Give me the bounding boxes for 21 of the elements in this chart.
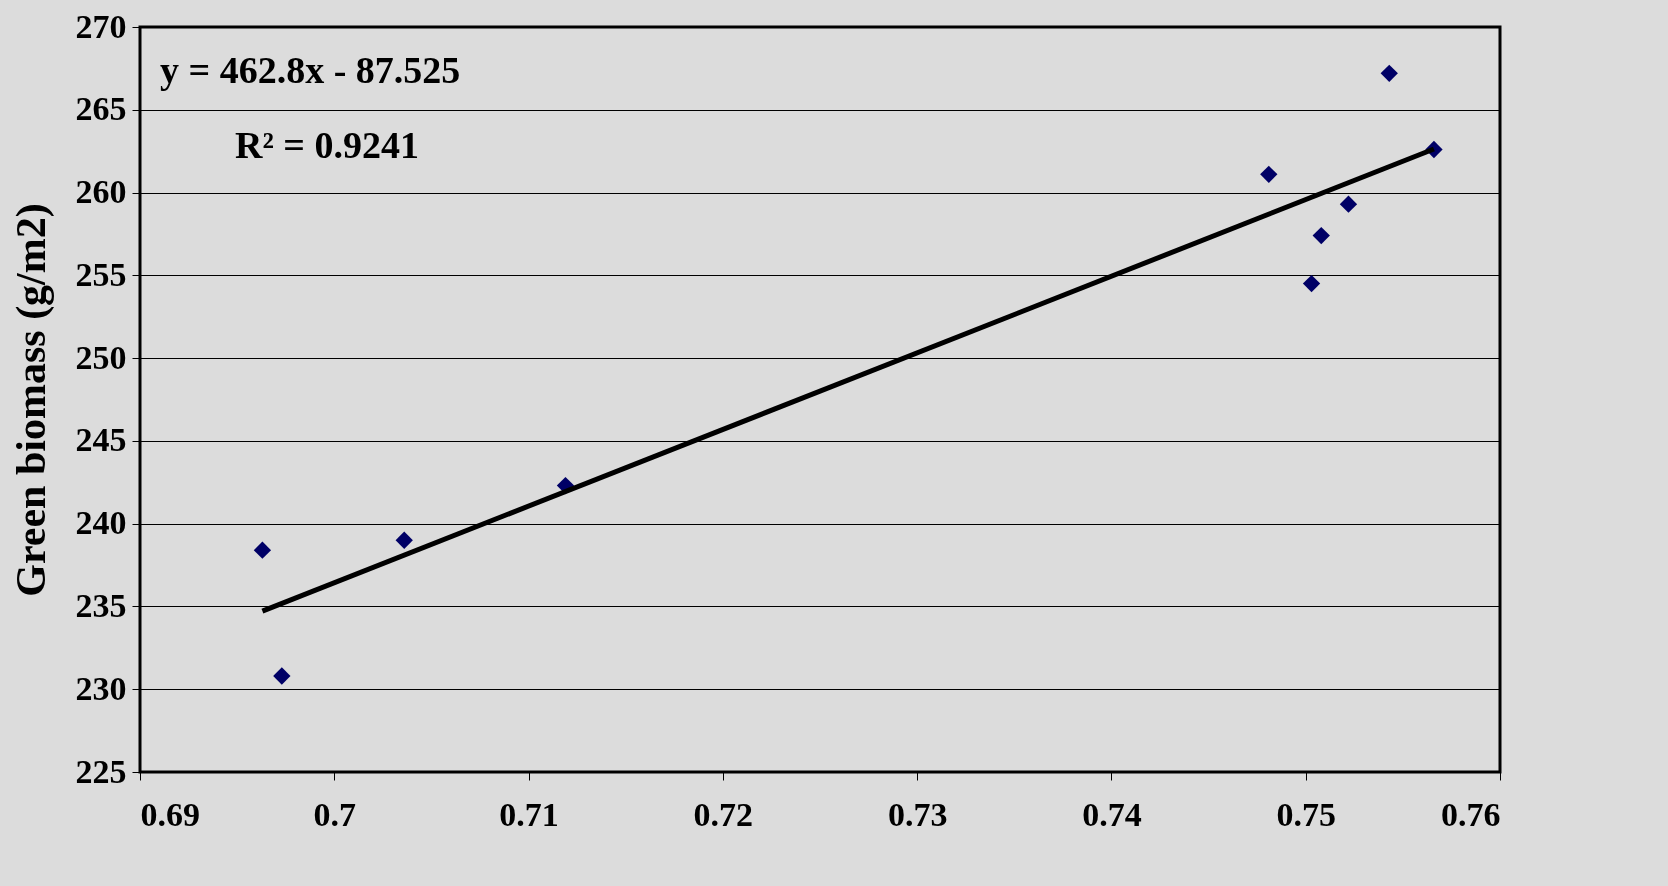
x-tick-label: 0.7 [313,795,357,833]
y-tick-label: 250 [75,338,127,376]
x-tick-label: 0.73 [887,795,948,833]
y-tick-label: 230 [75,669,127,707]
x-tick-label: 0.75 [1276,795,1336,833]
y-tick-label: 225 [75,752,127,790]
y-tick-label: 245 [75,421,127,459]
y-axis-title: Green biomass (g/m2) [7,203,55,597]
x-tick-label: 0.72 [693,795,754,833]
x-tick-label: 0.71 [499,795,559,833]
y-tick-label: 240 [75,504,127,542]
y-tick-label: 235 [75,586,127,624]
y-tick-label: 255 [75,255,127,293]
y-tick-label: 265 [75,90,127,128]
x-tick-label: 0.76 [1441,795,1501,833]
annotation: y = 462.8x - 87.525 [160,49,461,91]
x-tick-label: 0.69 [140,795,200,833]
y-tick-label: 270 [75,7,127,45]
x-tick-label: 0.74 [1082,795,1142,833]
annotation: R² = 0.9241 [235,124,419,166]
y-tick-label: 260 [75,173,127,211]
